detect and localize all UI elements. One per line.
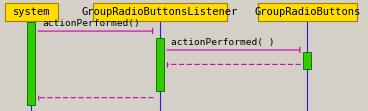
Bar: [303, 52, 311, 69]
Bar: [156, 38, 164, 91]
Text: GroupRadioButtonsListener: GroupRadioButtonsListener: [82, 7, 238, 17]
Text: GroupRadioButtons: GroupRadioButtons: [254, 7, 360, 17]
Text: system: system: [13, 7, 50, 17]
Bar: [27, 22, 35, 105]
Bar: [5, 3, 58, 21]
Bar: [258, 3, 357, 21]
Text: actionPerformed( ): actionPerformed( ): [171, 38, 275, 47]
Bar: [93, 3, 227, 21]
Text: actionPerformed(): actionPerformed(): [43, 19, 141, 28]
